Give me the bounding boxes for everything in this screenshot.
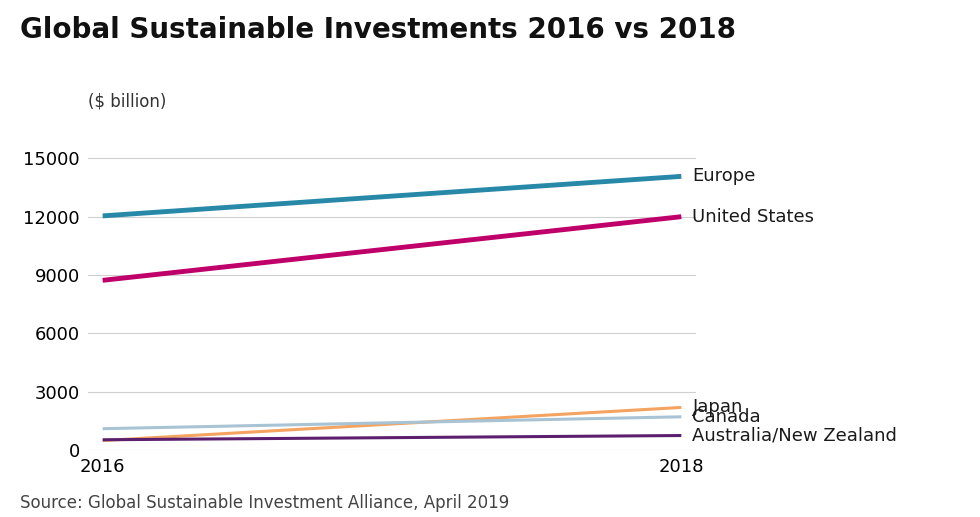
Text: Canada: Canada (693, 408, 761, 426)
Text: Australia/New Zealand: Australia/New Zealand (693, 427, 898, 445)
Text: ($ billion): ($ billion) (88, 92, 167, 110)
Text: Europe: Europe (693, 168, 756, 186)
Text: Source: Global Sustainable Investment Alliance, April 2019: Source: Global Sustainable Investment Al… (20, 494, 509, 512)
Text: United States: United States (693, 208, 814, 225)
Text: Global Sustainable Investments 2016 vs 2018: Global Sustainable Investments 2016 vs 2… (20, 16, 736, 43)
Text: Japan: Japan (693, 399, 743, 416)
